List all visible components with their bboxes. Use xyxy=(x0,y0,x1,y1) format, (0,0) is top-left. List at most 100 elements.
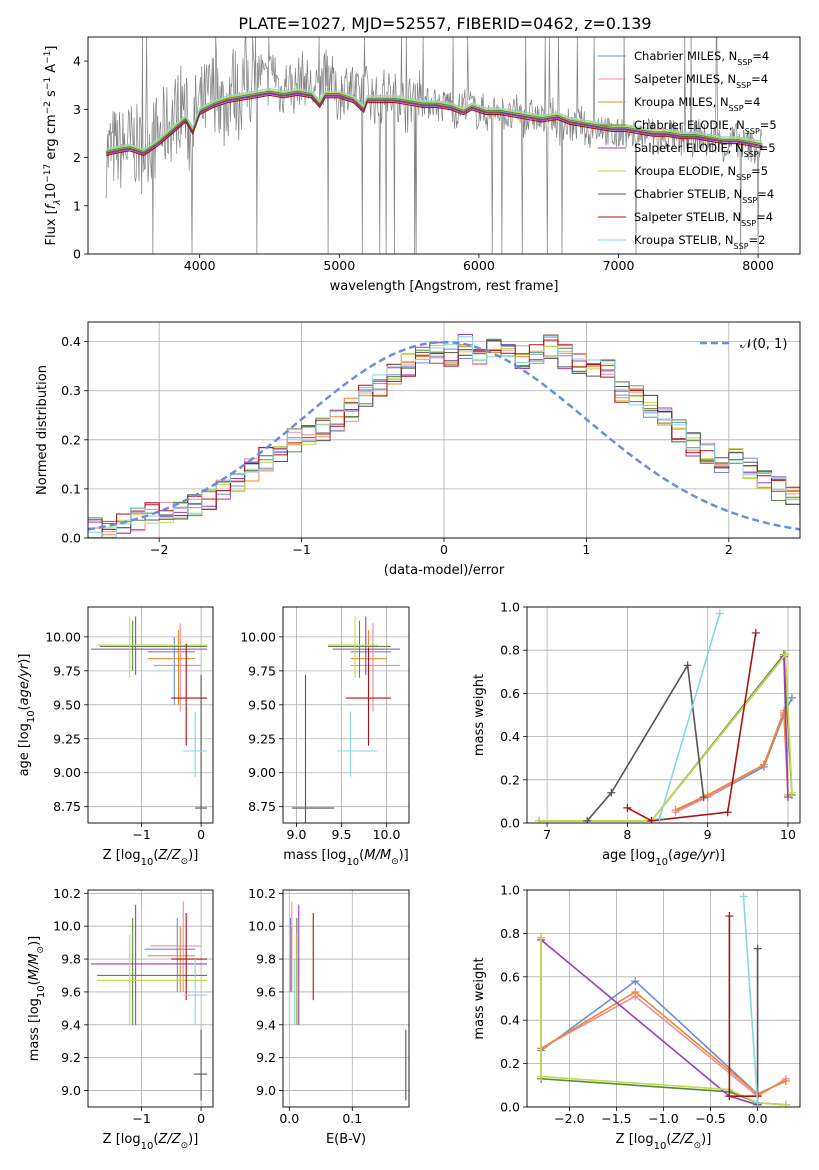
residual-histogram-6 xyxy=(88,339,800,538)
weight-vs-Z-ytick-label: 0.0 xyxy=(500,1100,520,1115)
weight-vs-age-marker-7-1 xyxy=(647,816,656,823)
legend-label-6: Chabrier STELIB, NSSP=4 xyxy=(634,187,774,205)
age-vs-mass-xtick-label: 9.0 xyxy=(287,827,307,842)
age-vs-mass-ytick-label: 9.00 xyxy=(248,765,276,780)
mass-vs-EBV-panel: 0.0 0.1 9.0 9.2 9.4 9.6 9.8 10.0 10.2 E(B-V) xyxy=(248,886,410,1147)
legend-label-0: Chabrier MILES, NSSP=4 xyxy=(634,49,769,67)
weight-vs-age-marker-6-3 xyxy=(699,793,708,802)
age-vs-mass-xtick-label: 9.5 xyxy=(332,827,352,842)
weight-vs-age-marker-5-2 xyxy=(781,650,790,659)
age-vs-mass-panel: 9.0 9.5 10.0 8.75 9.00 9.25 9.50 9.75 10.00 mass … xyxy=(240,606,410,868)
age-vs-Z-ytick-label: 9.75 xyxy=(53,663,81,678)
spectrum-xtick-label: 6000 xyxy=(463,258,495,273)
mass-vs-Z-ytick-label: 9.2 xyxy=(61,1050,81,1065)
residuals-xtick-label: 1 xyxy=(582,542,590,557)
age-vs-Z-ytick-label: 9.50 xyxy=(53,697,81,712)
weight-vs-Z-marker-6-0 xyxy=(753,944,762,953)
weight-vs-age-series-5 xyxy=(539,652,793,822)
weight-vs-age-marker-5-0 xyxy=(535,816,544,823)
spectrum-model-line-7 xyxy=(105,94,763,157)
spectrum-ytick-label: 3 xyxy=(73,102,81,117)
age-vs-mass-xtick-label: 10.0 xyxy=(373,827,401,842)
weight-vs-age-marker-6-0 xyxy=(583,816,592,823)
legend-label-2: Kroupa MILES, NSSP=4 xyxy=(634,95,760,113)
weight-vs-age-marker-2-0 xyxy=(671,806,680,815)
weight-vs-age-series-2 xyxy=(675,712,789,811)
mass-vs-Z-xlabel: Z [log10(Z/Z⊙)] xyxy=(103,1132,199,1152)
weight-vs-age-marker-7-2 xyxy=(723,808,732,817)
spectrum-ytick-label: 2 xyxy=(73,150,81,165)
weight-vs-age-marker-5-3 xyxy=(787,788,796,797)
residuals-xtick-label: 2 xyxy=(725,542,733,557)
age-vs-mass-ytick-label: 9.50 xyxy=(248,697,276,712)
weight-vs-Z-series-4 xyxy=(540,939,758,1106)
residual-histogram-7 xyxy=(88,339,800,538)
legend-label-5: Kroupa ELODIE, NSSP=5 xyxy=(634,164,768,182)
mass-vs-Z-ytick-label: 10.0 xyxy=(53,919,81,934)
weight-vs-Z-series-2 xyxy=(540,991,787,1095)
weight-vs-Z-series-8 xyxy=(742,896,759,1103)
age-vs-mass-frame xyxy=(282,606,410,824)
weight-vs-Z-ylabel: mass weight xyxy=(472,957,487,1039)
age-vs-Z-xtick-label: −1 xyxy=(132,827,150,842)
spectrum-ytick-label: 4 xyxy=(73,54,81,69)
mass-vs-Z-ytick-label: 9.4 xyxy=(61,1017,81,1032)
mass-vs-EBV-frame xyxy=(282,889,410,1108)
mass-vs-Z-panel: −1 0 9.0 9.2 9.4 9.6 9.8 10.0 10.2 Z [log10(Z/Z⊙)… xyxy=(27,886,214,1152)
normal-legend-label: 𝒩(0, 1) xyxy=(740,337,787,352)
weight-vs-age-ytick-label: 0.8 xyxy=(500,643,520,658)
weight-vs-age-ytick-label: 1.0 xyxy=(500,600,520,615)
legend-label-8: Kroupa STELIB, NSSP=2 xyxy=(634,233,765,251)
weight-vs-age-marker-4-3 xyxy=(783,793,792,802)
weight-vs-Z-marker-5-0 xyxy=(537,933,546,942)
spectrum-model-line-4 xyxy=(105,93,763,155)
spectrum-model-line-8 xyxy=(105,88,763,150)
residual-histogram-8 xyxy=(88,336,800,538)
spectrum-xtick-label: 5000 xyxy=(323,258,355,273)
weight-vs-age-xtick-label: 8 xyxy=(623,827,631,842)
legend-label-7: Salpeter STELIB, NSSP=4 xyxy=(634,210,773,228)
weight-vs-Z-xtick-label: −0.5 xyxy=(695,1111,725,1126)
weight-vs-age-marker-0-4 xyxy=(787,693,796,702)
weight-vs-age-ytick-label: 0.2 xyxy=(500,772,520,787)
spectrum-ytick-label: 1 xyxy=(73,198,81,213)
mass-vs-Z-ytick-label: 9.6 xyxy=(61,984,81,999)
weight-vs-age-series-8 xyxy=(658,613,721,819)
weight-vs-Z-xlabel: Z [log10(Z/Z⊙)] xyxy=(616,1132,712,1152)
age-vs-Z-ytick-label: 9.25 xyxy=(53,731,81,746)
weight-vs-Z-marker-2-3 xyxy=(781,1076,790,1085)
age-vs-Z-ytick-label: 9.00 xyxy=(53,765,81,780)
weight-vs-Z-ytick-label: 0.6 xyxy=(500,969,520,984)
weight-vs-age-marker-7-3 xyxy=(751,628,760,637)
mass-vs-EBV-xlabel: E(B-V) xyxy=(326,1132,366,1147)
spectrum-ylabel: Flux [fλ10−17 erg cm−2 s−1 A−1] xyxy=(43,46,63,246)
weight-vs-Z-marker-0-1 xyxy=(631,977,640,986)
residuals-ytick-label: 0.1 xyxy=(61,481,81,496)
normal-curve xyxy=(88,340,800,531)
weight-vs-age-ytick-label: 0.6 xyxy=(500,686,520,701)
weight-vs-Z-frame xyxy=(526,889,801,1108)
weight-vs-Z-ytick-label: 0.2 xyxy=(500,1056,520,1071)
weight-vs-Z-xtick-label: −1.0 xyxy=(648,1111,678,1126)
age-vs-Z-xlabel: Z [log10(Z/Z⊙)] xyxy=(103,848,199,868)
weight-vs-age-series-7 xyxy=(627,632,757,822)
mass-vs-EBV-ytick-label: 9.2 xyxy=(256,1050,276,1065)
weight-vs-Z-marker-8-0 xyxy=(739,892,748,901)
weight-vs-Z-ytick-label: 0.8 xyxy=(500,926,520,941)
age-vs-mass-ytick-label: 8.75 xyxy=(248,799,276,814)
weight-vs-age-xtick-label: 10 xyxy=(780,827,796,842)
age-vs-mass-ytick-label: 9.25 xyxy=(248,731,276,746)
weight-vs-age-marker-8-1 xyxy=(715,609,724,618)
weight-vs-Z-xtick-label: −1.5 xyxy=(601,1111,631,1126)
mass-vs-Z-ytick-label: 9.8 xyxy=(61,952,81,967)
age-vs-Z-ytick-label: 8.75 xyxy=(53,799,81,814)
weight-vs-age-marker-6-1 xyxy=(607,788,616,797)
spectrum-frame xyxy=(87,36,801,255)
weight-vs-Z-series-7 xyxy=(728,916,758,1097)
weight-vs-age-series-1 xyxy=(675,710,789,813)
weight-vs-age-marker-2-2 xyxy=(759,760,768,769)
residuals-xtick-label: 0 xyxy=(440,542,448,557)
mass-vs-EBV-ytick-label: 10.0 xyxy=(248,919,276,934)
